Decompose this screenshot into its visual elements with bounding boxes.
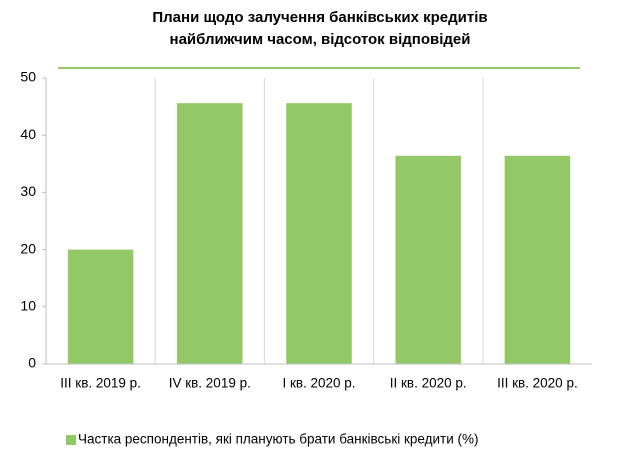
bar <box>504 155 571 364</box>
y-tick-label: 20 <box>20 240 36 256</box>
bar <box>286 103 352 364</box>
bar <box>177 103 243 364</box>
legend-swatch <box>66 435 76 445</box>
x-tick-label: IV кв. 2019 р. <box>169 376 251 391</box>
y-tick-label: 30 <box>20 183 36 199</box>
y-tick-label: 50 <box>20 69 36 85</box>
x-tick-label: II кв. 2020 р. <box>390 376 467 391</box>
chart-title: Плани щодо залучення банківських кредиті… <box>152 9 487 26</box>
legend-label: Частка респондентів, які планують брати … <box>78 432 479 447</box>
y-tick-label: 10 <box>20 298 36 314</box>
x-tick-label: III кв. 2019 р. <box>60 376 141 391</box>
bar <box>67 249 134 364</box>
x-tick-label: I кв. 2020 р. <box>282 376 355 391</box>
bar <box>395 155 461 364</box>
y-tick-label: 40 <box>20 126 36 142</box>
x-tick-label: III кв. 2020 р. <box>497 376 578 391</box>
y-tick-label: 0 <box>28 355 36 371</box>
chart-title: найближчим часом, відсоток відповідей <box>170 31 471 48</box>
